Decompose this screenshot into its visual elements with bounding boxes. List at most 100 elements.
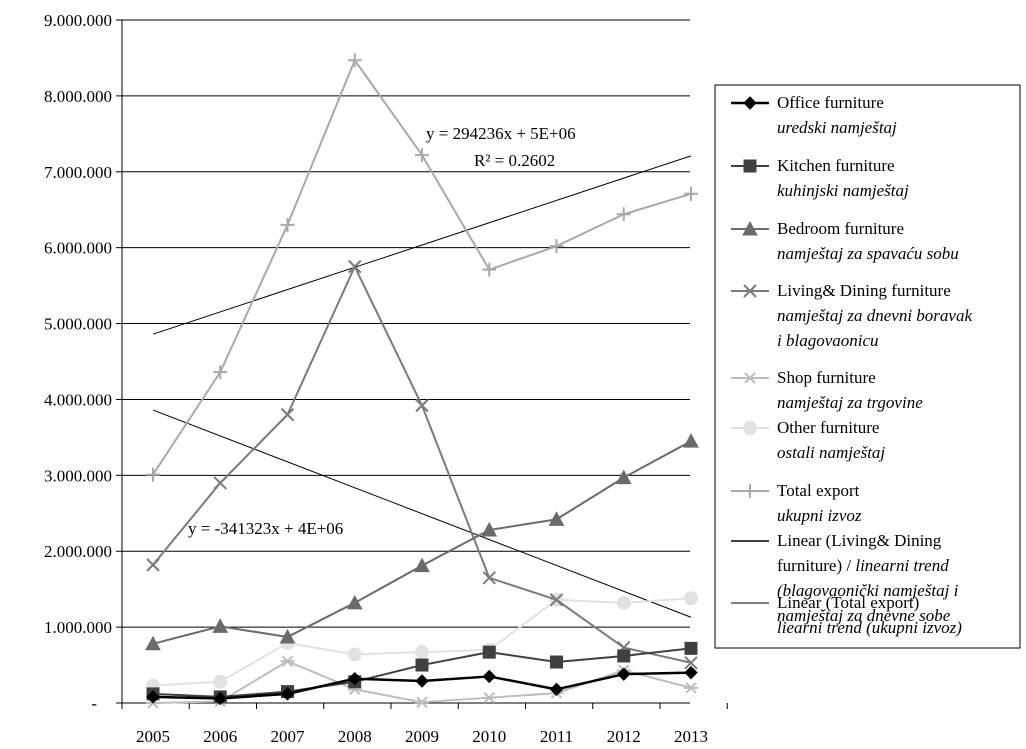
point-bedroom-2005	[145, 635, 161, 651]
legend-item-office: Office furniture uredski namještaj	[731, 93, 897, 137]
legend-marker-bedroom	[742, 220, 758, 236]
legend-item-trend-living: Linear (Living& Dining furniture) / linea…	[731, 531, 959, 625]
point-living-2006	[213, 476, 227, 490]
x-tick-label-1: 2006	[203, 727, 237, 746]
trend-total-line	[152, 155, 692, 335]
trend-living-legend-line-0: Linear (Living& Dining	[777, 531, 942, 550]
x-tick-label-4: 2009	[405, 727, 439, 746]
y-tick-label-1: 1.000.000	[44, 618, 112, 637]
point-shop-2009	[415, 696, 429, 708]
point-kitchen-2010	[482, 645, 496, 659]
point-office-2006	[213, 691, 227, 706]
point-office-2012	[617, 667, 631, 681]
point-office-2010	[482, 669, 496, 684]
y-tick-label-2: 2.000.000	[44, 542, 112, 561]
point-bedroom-2010	[481, 521, 498, 537]
trend-living-legend-line-1: furniture) / linearni trend	[777, 556, 949, 575]
point-bedroom-2012	[615, 469, 632, 485]
legend-item-other: Other furniture ostali namještaj	[731, 418, 885, 462]
point-total-2009	[415, 148, 429, 163]
legend-label-kitchen: Kitchen furniture	[777, 156, 895, 175]
legend-sublabel-bedroom: namještaj za spavaću sobu	[777, 244, 959, 263]
x-tick-label-5: 2010	[472, 727, 506, 746]
trend-total-equation: y = 294236x + 5E+06	[426, 124, 576, 143]
legend-label-shop: Shop furniture	[777, 368, 876, 387]
point-living-2008	[348, 259, 362, 274]
point-bedroom-2009	[414, 557, 430, 573]
legend-item-shop: Shop furniture namještaj za trgovine	[731, 368, 923, 412]
point-bedroom-2006	[212, 618, 229, 633]
point-other-2006	[213, 674, 228, 689]
point-other-2008	[347, 647, 362, 662]
x-tick-label-6: 2011	[540, 727, 573, 746]
point-office-2008	[348, 672, 362, 686]
x-tick-label-7: 2012	[607, 727, 641, 746]
point-other-2012	[616, 595, 631, 610]
point-other-2013	[684, 591, 698, 606]
legend-sublabel-shop: namještaj za trgovine	[777, 393, 923, 412]
y-tick-label-5: 5.000.000	[44, 315, 112, 334]
point-kitchen-2011	[550, 655, 563, 669]
y-tick-label-4: 4.000.000	[44, 390, 112, 409]
legend-item-bedroom: Bedroom furniture namještaj za spavaću so…	[731, 219, 959, 263]
point-bedroom-2011	[548, 511, 565, 526]
point-total-2011	[549, 239, 564, 254]
legend-sublabel-other: ostali namještaj	[777, 443, 885, 462]
point-shop-2007	[280, 655, 295, 667]
series-bedroom	[145, 433, 699, 651]
legend-box	[714, 84, 1021, 649]
legend-label-bedroom: Bedroom furniture	[777, 219, 904, 238]
legend-marker-shop	[743, 372, 757, 384]
point-total-2007	[280, 217, 295, 232]
series-other-line	[152, 597, 692, 687]
point-living-2007	[280, 407, 295, 422]
point-living-2013	[684, 656, 698, 670]
x-axis: 2005 2006 2007 2008 2009 2010 2011 2012 2013	[121, 703, 728, 746]
x-tick-label-3: 2008	[338, 727, 372, 746]
point-bedroom-2007	[279, 628, 296, 644]
legend-marker-living	[743, 284, 757, 298]
point-kitchen-2013	[684, 641, 698, 655]
y-tick-label-9: 9.000.000	[44, 11, 112, 30]
point-kitchen-2009	[415, 658, 429, 672]
y-tick-label-7: 7.000.000	[44, 163, 112, 182]
data-series	[145, 53, 699, 709]
series-living-line	[152, 265, 692, 664]
point-kitchen-2012	[617, 649, 631, 663]
point-total-2005	[146, 467, 160, 482]
point-office-2009	[415, 674, 429, 688]
point-living-2011	[549, 593, 564, 607]
legend-marker-other	[743, 421, 757, 435]
point-living-2005	[146, 558, 160, 572]
trend-total-legend-line-1: liearni trend (ukupni izvoz)	[777, 618, 962, 637]
point-living-2009	[415, 398, 429, 413]
legend: Office furniture uredski namještaj Kitchen…	[714, 84, 1021, 649]
legend-item-total: Total export ukupni izvoz	[731, 481, 862, 525]
y-tick-label-8: 8.000.000	[44, 87, 112, 106]
point-office-2005	[146, 690, 160, 704]
legend-sublabel-total: ukupni izvoz	[777, 506, 862, 525]
series-total	[146, 53, 698, 482]
trend-living-equation: y = -341323x + 4E+06	[188, 519, 343, 538]
point-total-2006	[213, 365, 228, 380]
legend-label-office: Office furniture	[777, 93, 884, 112]
legend-sublabel2-living: i blagovaonicu	[777, 331, 879, 350]
series-living	[146, 259, 698, 670]
point-office-2013	[684, 665, 698, 680]
trend-living-legend-line-2: (blagovaonički namještaj i	[777, 581, 959, 600]
series-office	[146, 665, 698, 706]
point-office-2007	[280, 687, 295, 701]
series-bedroom-line	[152, 440, 692, 645]
y-tick-label-6: 6.000.000	[44, 239, 112, 258]
legend-marker-office	[743, 96, 757, 110]
point-total-2010	[482, 262, 497, 277]
grid-lines	[122, 19, 690, 704]
point-shop-2010	[482, 691, 497, 704]
legend-sublabel-kitchen: kuhinjski namještaj	[777, 181, 909, 200]
x-tick-label-8: 2013	[674, 727, 708, 746]
legend-label-total: Total export	[777, 481, 860, 500]
x-tick-label-0: 2005	[136, 727, 170, 746]
trend-total-r2: R² = 0.2602	[474, 151, 555, 170]
point-total-2012	[616, 207, 631, 222]
